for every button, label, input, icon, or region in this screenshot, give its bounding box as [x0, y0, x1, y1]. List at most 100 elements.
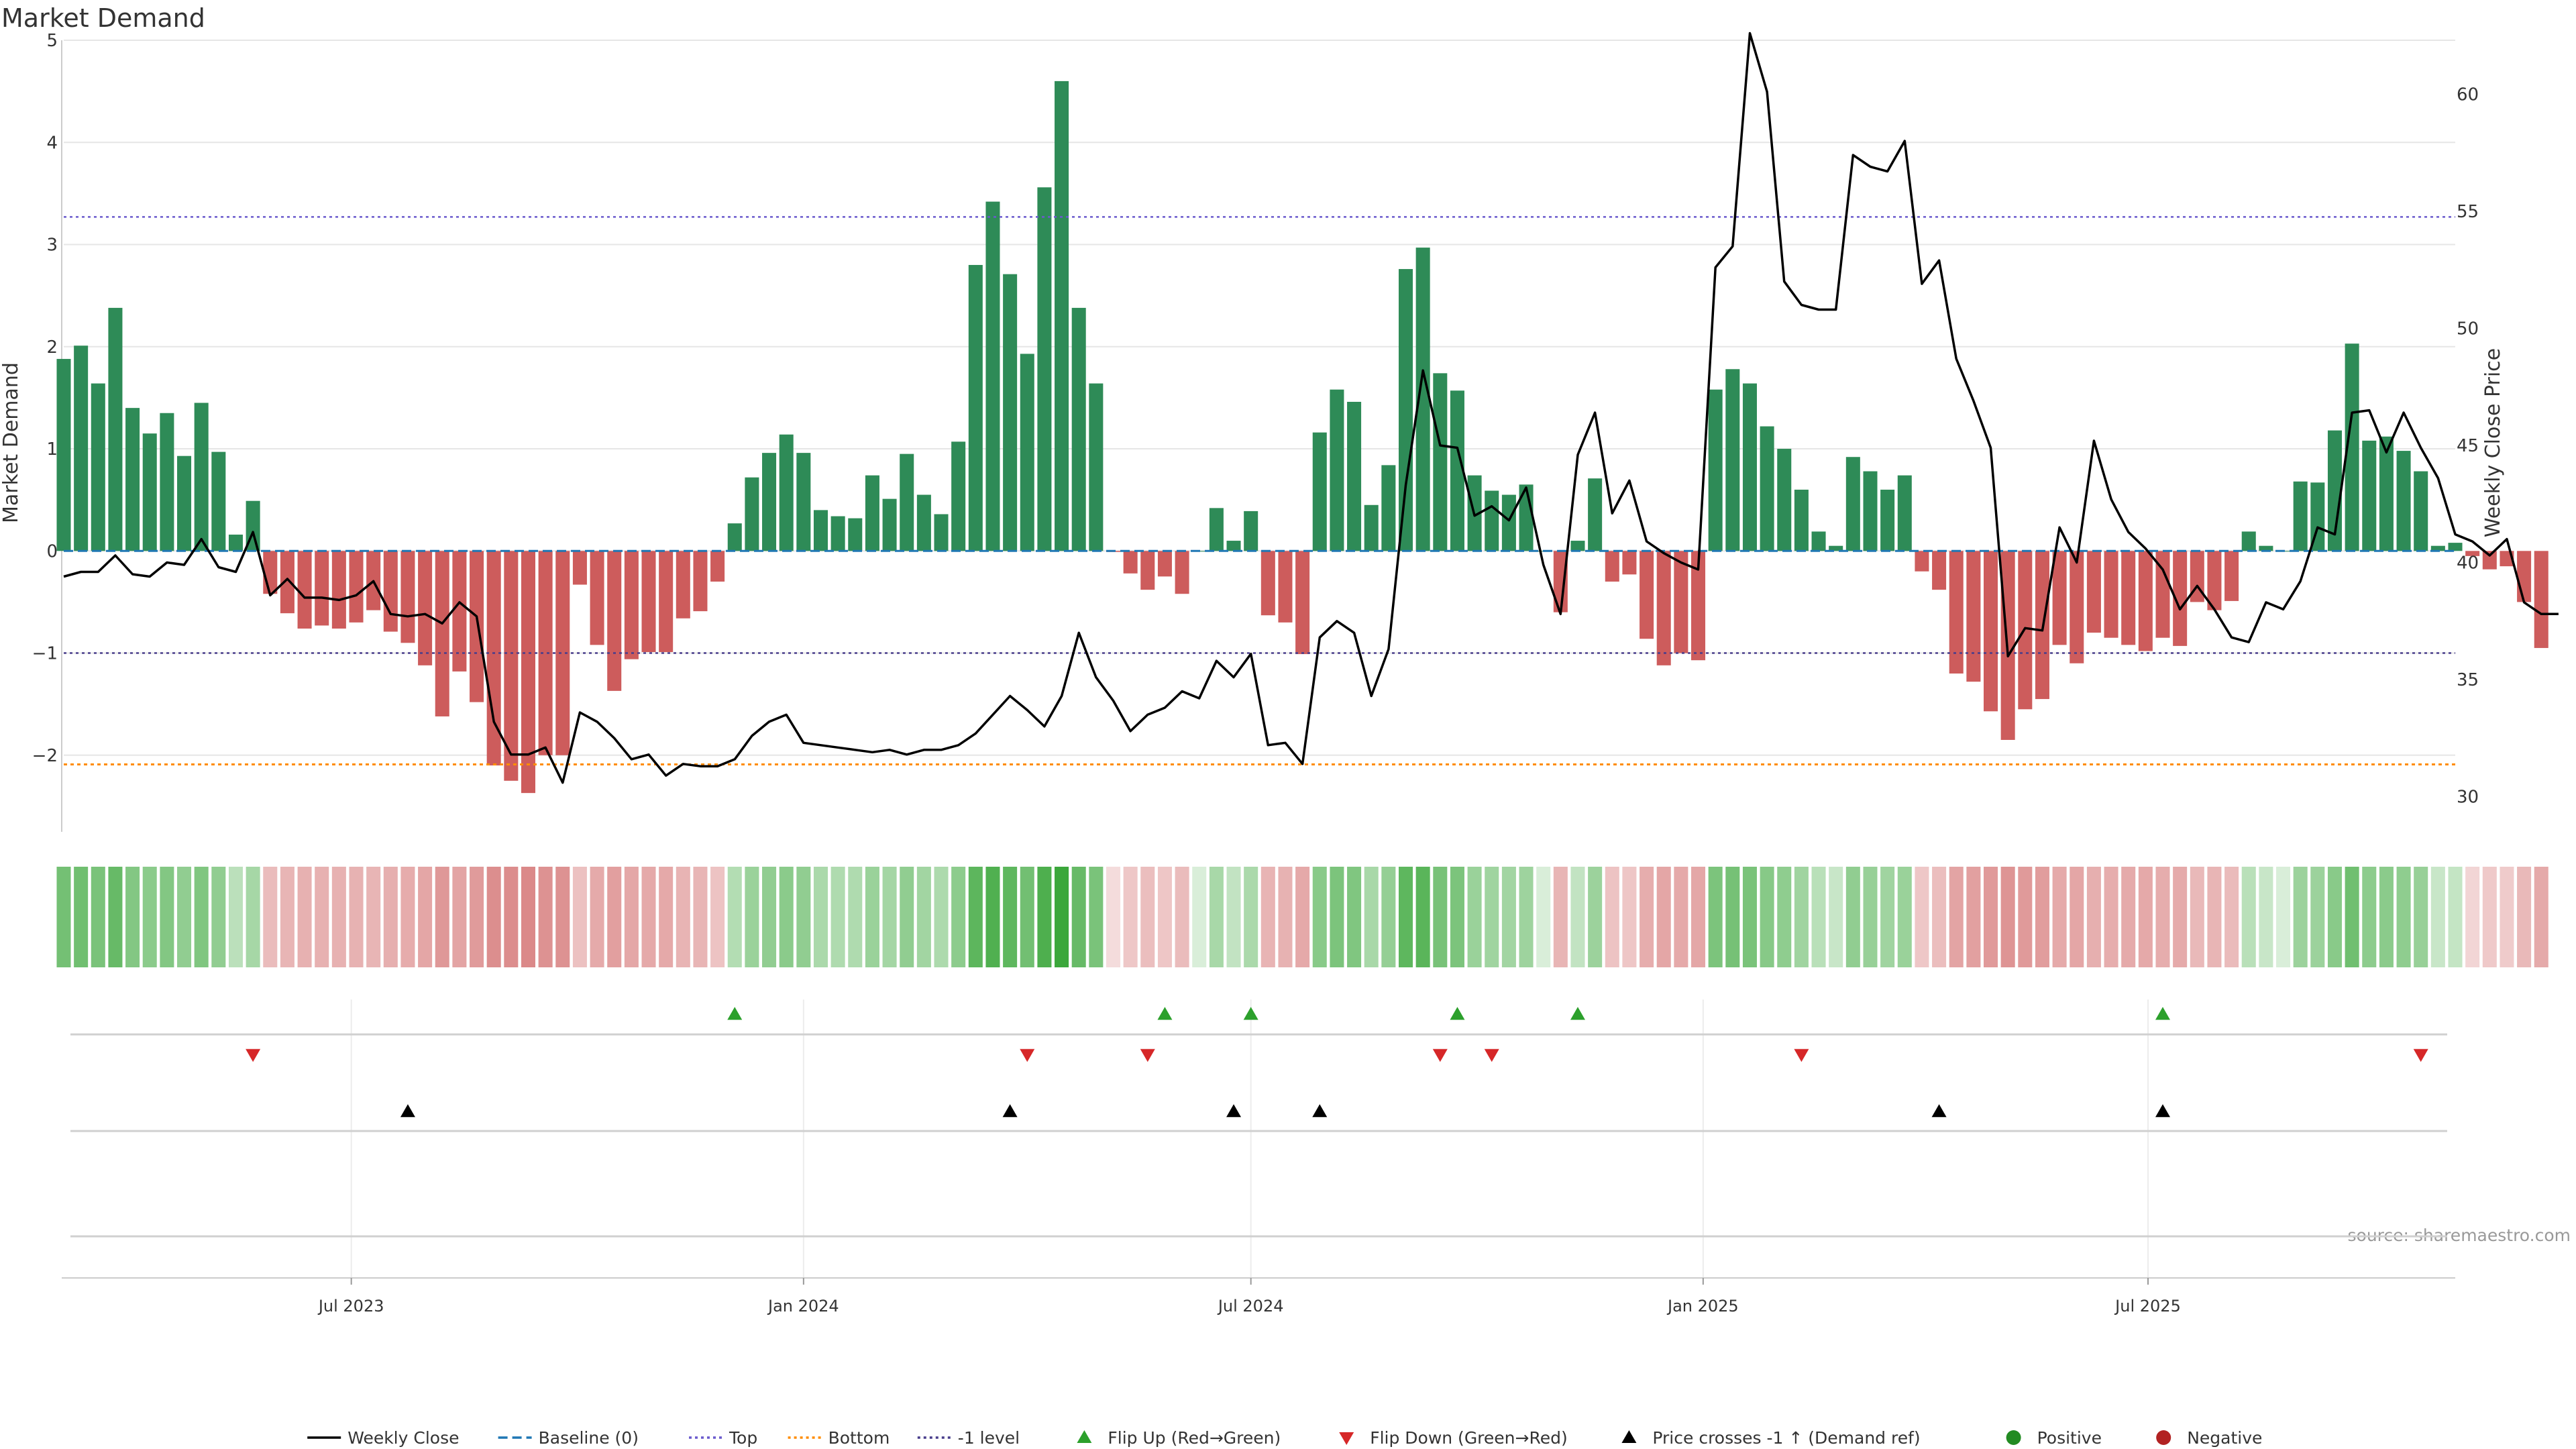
y2-tick-label: 60 — [2457, 85, 2479, 105]
demand-bar — [160, 413, 174, 551]
demand-bar — [2310, 482, 2325, 551]
heat-cell — [1123, 867, 1138, 967]
heat-cell — [1295, 867, 1310, 967]
heat-cell — [1690, 867, 1706, 967]
demand-bar — [1845, 457, 1860, 551]
y2-tick-label: 50 — [2457, 319, 2479, 339]
y-tick-label: −1 — [32, 644, 58, 664]
demand-bar — [211, 451, 226, 551]
grid-layer — [61, 40, 2455, 1278]
price-cross-marker — [1931, 1104, 1947, 1118]
heat-cell — [1003, 867, 1018, 967]
heat-cell — [865, 867, 879, 967]
heat-cell — [211, 867, 226, 967]
demand-bar — [297, 551, 312, 629]
heat-cell — [2310, 867, 2325, 967]
demand-bar — [1020, 354, 1034, 551]
heat-cell — [228, 867, 243, 967]
heat-cell — [2052, 867, 2067, 967]
demand-bar — [882, 498, 897, 551]
heat-cell — [2379, 867, 2394, 967]
demand-bar — [2052, 551, 2067, 645]
demand-bar — [349, 551, 364, 623]
demand-bar — [796, 453, 811, 551]
heat-cell — [2173, 867, 2188, 967]
demand-bar — [263, 551, 278, 594]
demand-bar — [762, 453, 777, 551]
demand-bar — [2207, 551, 2222, 610]
heat-cell — [2414, 867, 2428, 967]
heat-cell — [572, 867, 587, 967]
demand-bar — [177, 455, 192, 551]
demand-bar — [607, 551, 622, 691]
demand-bar — [1570, 541, 1585, 551]
heat-cell — [727, 867, 742, 967]
demand-bar — [745, 477, 759, 551]
signal-markers — [246, 1007, 2428, 1118]
flip-down-marker — [1432, 1049, 1448, 1062]
weekly-close-line — [63, 32, 2559, 784]
heat-cell — [590, 867, 604, 967]
heat-cell — [246, 867, 260, 967]
demand-bar — [2155, 551, 2170, 638]
flip-up-marker — [1157, 1007, 1173, 1020]
weekly-close-polyline — [63, 32, 2559, 784]
heat-cell — [2000, 867, 2015, 967]
demand-bar — [1690, 551, 1706, 661]
demand-bar — [2465, 551, 2480, 556]
demand-bar — [1071, 307, 1086, 551]
demand-bar — [2104, 551, 2118, 638]
heat-cell — [1725, 867, 1740, 967]
heat-cell — [1037, 867, 1052, 967]
demand-bar — [916, 494, 931, 551]
heat-cell — [1536, 867, 1551, 967]
heat-cell — [2327, 867, 2342, 967]
demand-bar — [830, 516, 845, 551]
demand-bar — [1984, 551, 1998, 712]
heat-cell — [1364, 867, 1379, 967]
demand-bar — [108, 307, 123, 551]
flip-up-marker — [1243, 1007, 1258, 1020]
demand-bar — [1003, 274, 1018, 551]
demand-bar — [865, 475, 879, 551]
demand-bar — [693, 551, 708, 612]
heat-cell — [555, 867, 570, 967]
demand-bar — [779, 434, 794, 551]
demand-bar — [1760, 426, 1774, 551]
demand-bar — [2414, 471, 2428, 551]
demand-bar — [1278, 551, 1293, 623]
demand-bar — [1742, 383, 1757, 551]
heat-cell — [2104, 867, 2118, 967]
heat-cell — [177, 867, 192, 967]
heat-cell — [2534, 867, 2548, 967]
legend-swatch — [1339, 1432, 1354, 1445]
demand-bar — [400, 551, 415, 643]
heat-cell — [2500, 867, 2514, 967]
price-cross-marker — [1226, 1104, 1242, 1118]
heat-cell — [280, 867, 294, 967]
heat-cell — [1553, 867, 1568, 967]
heat-cell — [1674, 867, 1688, 967]
heat-cell — [2018, 867, 2033, 967]
heat-cell — [470, 867, 484, 967]
y-tick-label: 0 — [46, 541, 58, 561]
heat-cell — [1330, 867, 1344, 967]
heat-cell — [142, 867, 157, 967]
demand-bar — [985, 201, 1000, 551]
demand-bar — [1656, 551, 1671, 665]
demand-bar — [1123, 551, 1138, 574]
legend-label: Positive — [2037, 1428, 2102, 1448]
heat-cell — [916, 867, 931, 967]
demand-bar — [676, 551, 690, 619]
heat-cell — [693, 867, 708, 967]
x-tick-label: Jul 2024 — [1217, 1297, 1284, 1316]
heat-cell — [1640, 867, 1654, 967]
heat-cell — [1157, 867, 1172, 967]
heat-cell — [607, 867, 622, 967]
heat-cell — [1433, 867, 1448, 967]
demand-bar — [2430, 545, 2445, 551]
demand-bar — [1501, 494, 1516, 551]
heat-cell — [263, 867, 278, 967]
heat-cell — [624, 867, 639, 967]
demand-bar — [2224, 551, 2239, 601]
